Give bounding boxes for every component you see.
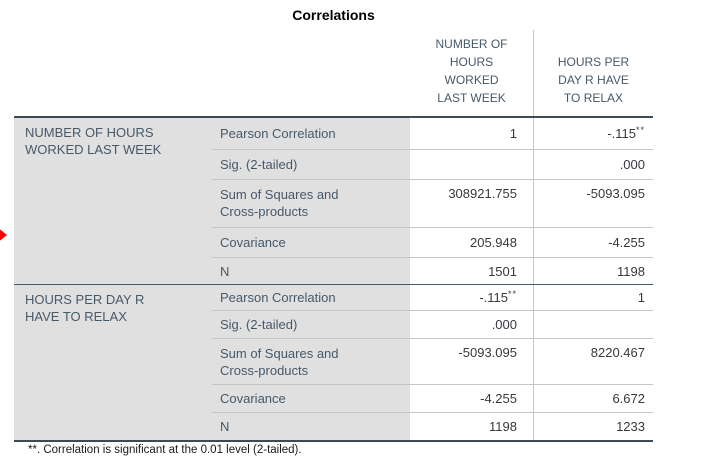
stat-label-sig: Sig. (2-tailed) (212, 311, 410, 339)
stat-label-pearson: Pearson Correlation (212, 118, 410, 150)
row-group-label: HOURS PER DAY R HAVE TO RELAX (14, 285, 212, 440)
value: 1198 (489, 419, 517, 434)
table-body: NUMBER OF HOURS WORKED LAST WEEK Pearson… (14, 116, 653, 442)
value: .000 (491, 317, 517, 332)
stat-label-sum-of-squares: Sum of Squares and Cross-products (212, 339, 410, 385)
stat-label-covariance: Covariance (212, 228, 410, 258)
value-cell-col2: 1 (533, 285, 653, 311)
value: -5093.095 (458, 345, 517, 360)
table-title: Correlations (292, 7, 375, 23)
value: 1233 (616, 419, 645, 434)
stat-label-n: N (212, 258, 410, 284)
row-group-hours-relax: HOURS PER DAY R HAVE TO RELAX Pearson Co… (14, 285, 653, 440)
value: 1501 (488, 263, 517, 279)
footnote-marker: ** (635, 124, 645, 135)
significance-footnote: **. Correlation is significant at the 0.… (28, 444, 302, 456)
value: -.115 (607, 126, 636, 141)
value-cell-col1: -4.255 (410, 385, 533, 413)
value: 6.672 (612, 391, 645, 406)
row-group-label: NUMBER OF HOURS WORKED LAST WEEK (14, 118, 212, 284)
footnote-marker: ** (507, 288, 517, 299)
value-cell-col2: 1233 (533, 413, 653, 440)
value: 8220.467 (590, 345, 645, 360)
value: -4.255 (608, 235, 645, 250)
value-cell-col1: 308921.755 (410, 180, 533, 228)
column-header-hours-relax: HOURS PER DAY R HAVE TO RELAX (533, 30, 653, 116)
column-header-hours-worked: NUMBER OF HOURS WORKED LAST WEEK (435, 37, 508, 105)
value-cell-col2: 1198 (533, 258, 653, 284)
value: -5093.095 (586, 186, 645, 201)
value-cell-col2: -5093.095 (533, 180, 653, 228)
stat-label-pearson: Pearson Correlation (212, 285, 410, 311)
stat-label-sig: Sig. (2-tailed) (212, 150, 410, 180)
value-cell-col2 (533, 311, 653, 339)
stat-label-covariance: Covariance (212, 385, 410, 413)
value: .000 (619, 157, 645, 172)
value-cell-col1: 1 (410, 118, 533, 150)
selection-arrow-icon (0, 227, 7, 243)
value-cell-col2: -4.255 (533, 228, 653, 258)
value: -.115 (479, 290, 508, 305)
stat-label-sum-of-squares: Sum of Squares and Cross-products (212, 180, 410, 228)
value: 1 (637, 290, 645, 305)
column-header-row: NUMBER OF HOURS WORKED LAST WEEK HOURS P… (14, 30, 653, 116)
value-cell-col1: -.115 ** (410, 285, 533, 311)
value: 1198 (617, 263, 645, 279)
value-cell-col1: 205.948 (410, 228, 533, 258)
value-cell-col1: 1198 (410, 413, 533, 440)
value-cell-col1: -5093.095 (410, 339, 533, 385)
value: 205.948 (470, 235, 517, 250)
stat-label-n: N (212, 413, 410, 440)
value: -4.255 (480, 391, 517, 406)
value-cell-col2: 6.672 (533, 385, 653, 413)
value-cell-col2: .000 (533, 150, 653, 180)
value: 308921.755 (448, 186, 517, 201)
value-cell-col2: -.115 ** (533, 118, 653, 150)
value-cell-col2: 8220.467 (533, 339, 653, 385)
value-cell-col1: .000 (410, 311, 533, 339)
correlations-pivot-table[interactable]: Correlations NUMBER OF HOURS WORKED LAST… (14, 0, 653, 442)
row-group-hours-worked: NUMBER OF HOURS WORKED LAST WEEK Pearson… (14, 118, 653, 285)
value-cell-col1: 1501 (410, 258, 533, 284)
value-cell-col1 (410, 150, 533, 180)
value: 1 (509, 126, 517, 141)
